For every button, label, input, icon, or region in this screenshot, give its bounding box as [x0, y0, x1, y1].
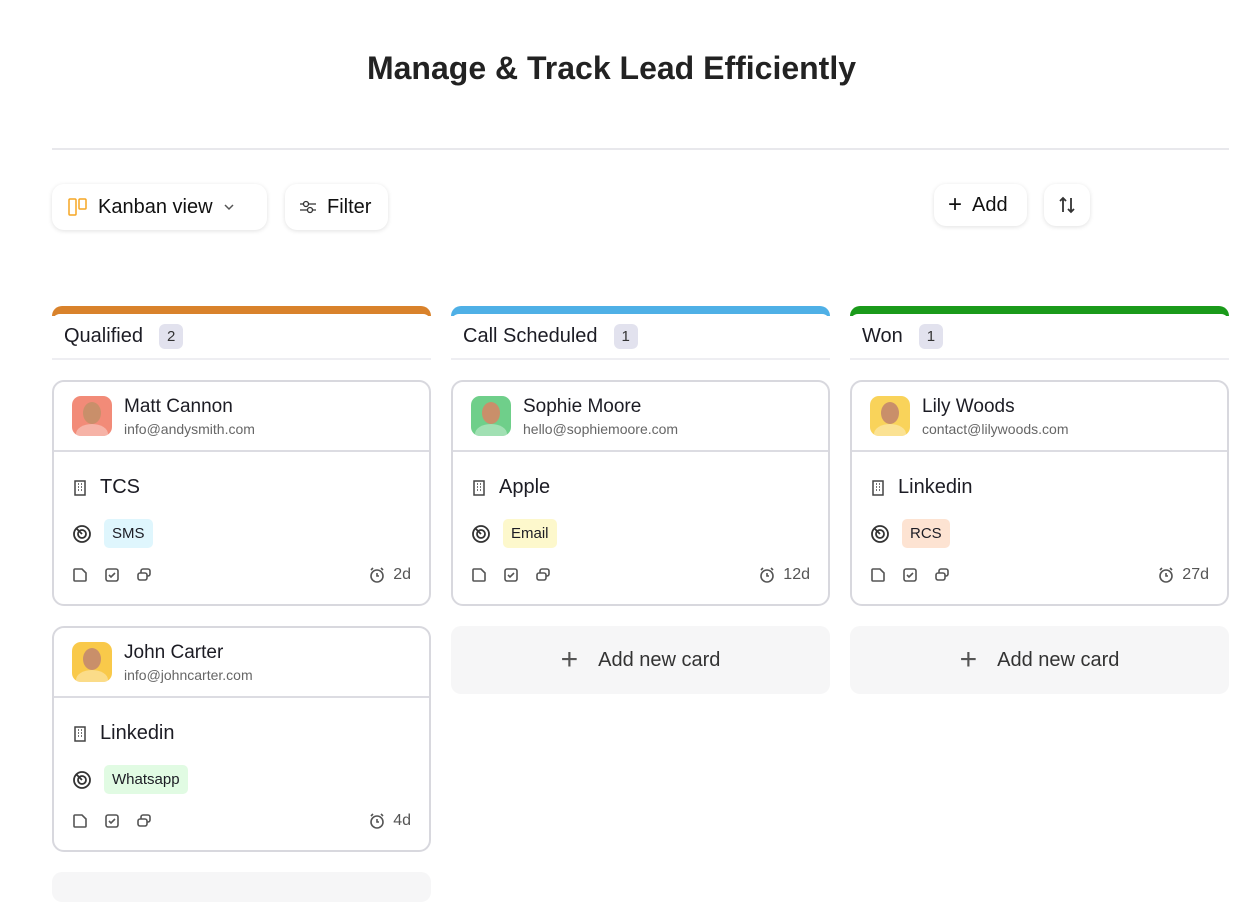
- column-title: Qualified: [64, 324, 143, 347]
- lead-age: 27d: [1182, 566, 1209, 583]
- add-new-card-button[interactable]: + Add new card: [850, 626, 1229, 694]
- lead-age: 12d: [783, 566, 810, 583]
- lead-age: 2d: [393, 566, 411, 583]
- chat-icon[interactable]: [535, 567, 551, 583]
- kanban-view-dropdown[interactable]: Kanban view: [52, 184, 267, 230]
- chat-icon[interactable]: [136, 567, 152, 583]
- sliders-icon: [300, 200, 316, 214]
- note-icon[interactable]: [72, 813, 88, 829]
- lead-email: info@andysmith.com: [124, 420, 255, 437]
- lead-name: Sophie Moore: [523, 395, 642, 417]
- add-new-card-button[interactable]: + Add new card: [451, 626, 830, 694]
- task-icon[interactable]: [104, 567, 120, 583]
- avatar: [870, 396, 910, 436]
- note-icon[interactable]: [870, 567, 886, 583]
- view-label: Kanban view: [98, 195, 213, 218]
- plus-icon: +: [560, 643, 579, 676]
- lead-age: 4d: [393, 812, 411, 829]
- sort-button[interactable]: [1044, 184, 1090, 226]
- lead-name: John Carter: [124, 641, 224, 663]
- column-count: 2: [158, 323, 184, 349]
- chat-icon[interactable]: [136, 813, 152, 829]
- building-icon: [74, 725, 86, 742]
- building-icon: [74, 479, 86, 496]
- column-call-scheduled: Call Scheduled 1 Sophie Moore hello@sophie…: [451, 306, 830, 694]
- lead-card[interactable]: Sophie Moore hello@sophiemoore.com Apple …: [451, 380, 830, 606]
- company-name: Apple: [499, 476, 551, 498]
- task-icon[interactable]: [902, 567, 918, 583]
- alarm-clock-icon: [370, 813, 385, 829]
- lead-email: info@johncarter.com: [124, 666, 253, 683]
- alarm-clock-icon: [760, 567, 775, 583]
- column-color-bar: [850, 306, 1229, 316]
- channel-tag: Whatsapp: [104, 765, 188, 794]
- lead-card[interactable]: Matt Cannon info@andysmith.com TCS SMS 2d: [52, 380, 431, 606]
- column-count: 1: [918, 323, 944, 349]
- kanban-icon: [68, 198, 87, 216]
- page-title: Manage & Track Lead Efficiently: [366, 50, 857, 86]
- lead-name: Matt Cannon: [124, 395, 233, 417]
- plus-icon: +: [959, 643, 978, 676]
- chevron-down-icon: [224, 204, 234, 211]
- lead-card[interactable]: John Carter info@johncarter.com Linkedin …: [52, 626, 431, 852]
- divider: [52, 148, 1229, 150]
- lead-card[interactable]: Lily Woods contact@lilywoods.com Linkedin…: [850, 380, 1229, 606]
- add-new-card-button[interactable]: [52, 872, 431, 902]
- company-name: Linkedin: [100, 722, 175, 744]
- lead-email: hello@sophiemoore.com: [523, 420, 679, 437]
- avatar: [72, 642, 112, 682]
- chat-icon[interactable]: [934, 567, 950, 583]
- filter-button[interactable]: Filter: [285, 184, 388, 230]
- source-icon: [871, 524, 889, 543]
- plus-icon: +: [948, 191, 963, 218]
- lead-email: contact@lilywoods.com: [922, 420, 1069, 437]
- add-label: Add: [972, 193, 1008, 216]
- channel-tag: RCS: [902, 519, 950, 548]
- column-color-bar: [451, 306, 830, 316]
- add-button[interactable]: + Add: [934, 184, 1027, 226]
- source-icon: [472, 524, 490, 543]
- column-won: Won 1 Lily Woods contact@lilywoods.com Lin…: [850, 306, 1229, 694]
- note-icon[interactable]: [471, 567, 487, 583]
- column-qualified: Qualified 2 Matt Cannon info@andysmith.com…: [52, 306, 431, 902]
- sort-icon: [1059, 196, 1075, 214]
- column-color-bar: [52, 306, 431, 316]
- company-name: Linkedin: [898, 476, 973, 498]
- channel-tag: SMS: [104, 519, 153, 548]
- column-title: Won: [862, 324, 903, 347]
- add-new-card-label: Add new card: [598, 648, 721, 671]
- avatar: [471, 396, 511, 436]
- task-icon[interactable]: [104, 813, 120, 829]
- alarm-clock-icon: [370, 567, 385, 583]
- company-name: TCS: [100, 476, 140, 498]
- filter-label: Filter: [327, 195, 372, 218]
- note-icon[interactable]: [72, 567, 88, 583]
- source-icon: [73, 770, 91, 789]
- column-title: Call Scheduled: [463, 324, 598, 347]
- task-icon[interactable]: [503, 567, 519, 583]
- building-icon: [872, 479, 884, 496]
- avatar: [72, 396, 112, 436]
- add-new-card-label: Add new card: [997, 648, 1120, 671]
- alarm-clock-icon: [1159, 567, 1174, 583]
- source-icon: [73, 524, 91, 543]
- lead-name: Lily Woods: [922, 395, 1015, 417]
- building-icon: [473, 479, 485, 496]
- column-count: 1: [613, 323, 638, 349]
- channel-tag: Email: [503, 519, 557, 548]
